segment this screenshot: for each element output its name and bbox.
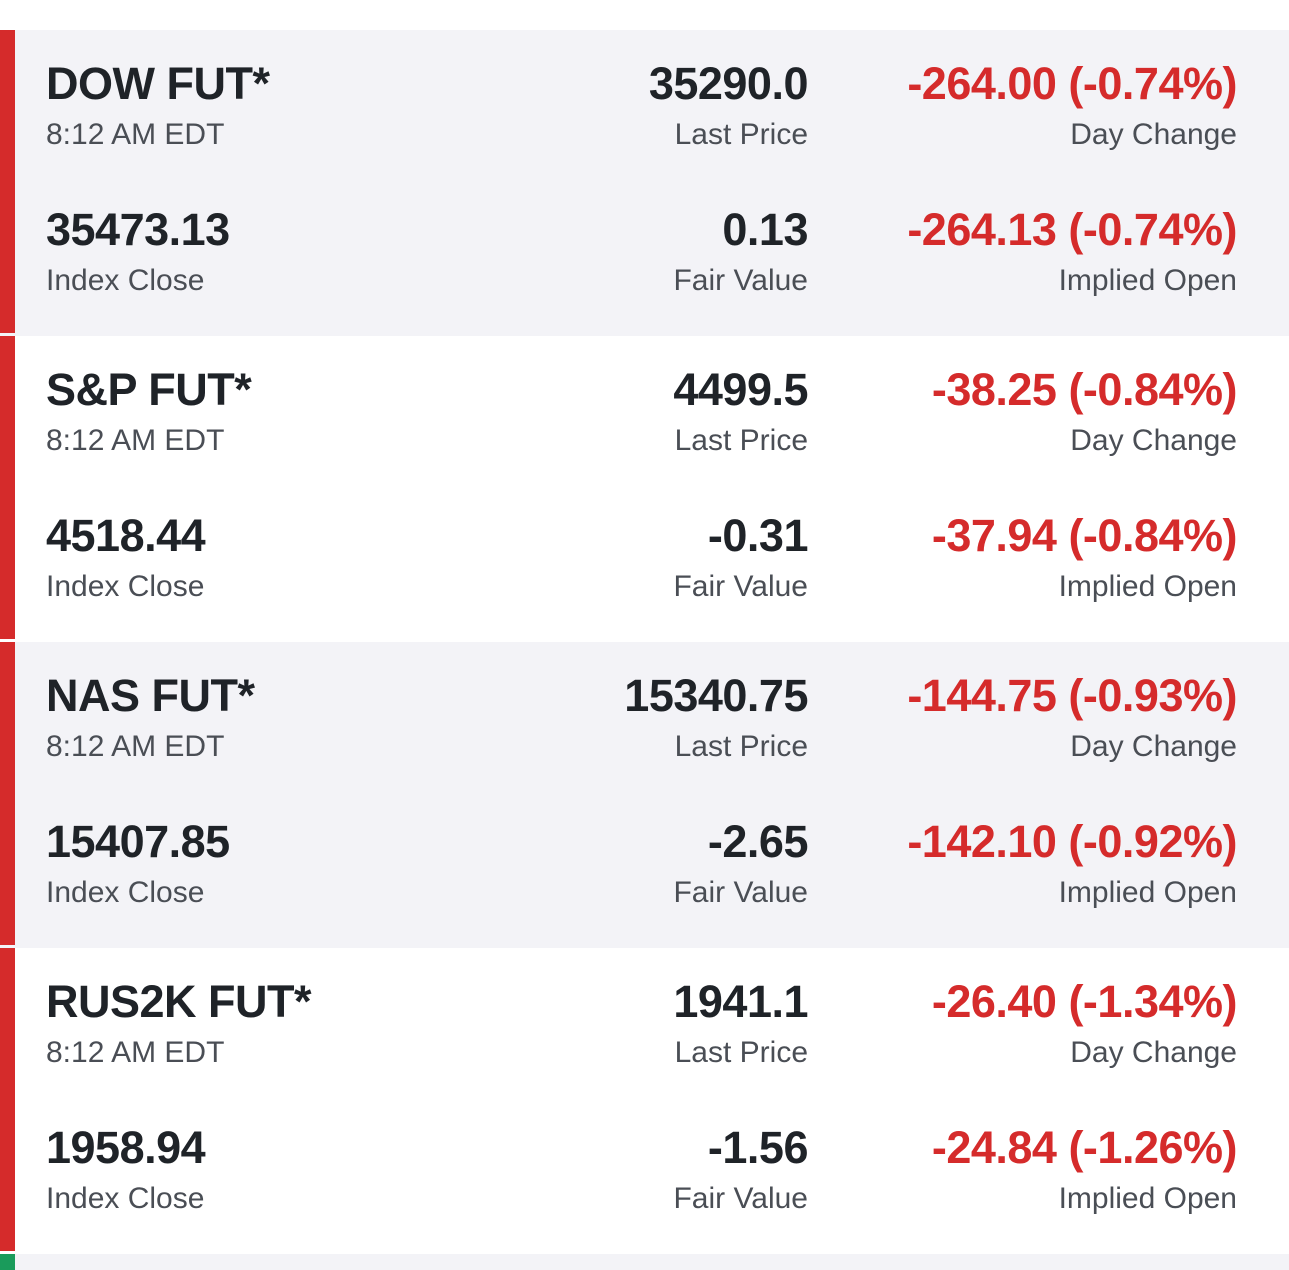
day-change-cell: -264.00 (-0.74%) Day Change: [907, 58, 1237, 152]
day-change-label: Day Change: [1070, 118, 1237, 151]
day-change-value: -38.25 (-0.84%): [931, 364, 1238, 415]
day-change-value: -144.75 (-0.93%): [907, 670, 1237, 721]
implied-open-label: Implied Open: [1058, 264, 1237, 297]
symbol-name: RUS2K FUT*: [46, 976, 312, 1027]
last-price-cell: 4499.5 Last Price: [673, 364, 808, 458]
implied-open-cell: -142.10 (-0.92%) Implied Open: [907, 816, 1237, 910]
change-indicator-bar: [0, 30, 15, 333]
fair-value-value: -2.65: [707, 816, 809, 867]
top-spacer: [0, 0, 1289, 30]
next-quote-card-peek[interactable]: [0, 1254, 1289, 1270]
index-close-label: Index Close: [46, 570, 205, 603]
fair-value-cell: -2.65 Fair Value: [673, 816, 808, 910]
quote-row-secondary: 1958.94 Index Close -1.56 Fair Value -24…: [0, 1122, 1289, 1232]
symbol-cell: NAS FUT* 8:12 AM EDT: [46, 670, 255, 764]
index-close-label: Index Close: [46, 1182, 205, 1215]
last-price-label: Last Price: [674, 118, 808, 151]
last-price-cell: 35290.0 Last Price: [648, 58, 809, 152]
last-price-label: Last Price: [674, 424, 808, 457]
day-change-cell: -144.75 (-0.93%) Day Change: [907, 670, 1237, 764]
fair-value-cell: -0.31 Fair Value: [673, 510, 808, 604]
quote-card-sp[interactable]: S&P FUT* 8:12 AM EDT 4499.5 Last Price -…: [0, 336, 1289, 642]
fair-value-label: Fair Value: [673, 264, 808, 297]
implied-open-label: Implied Open: [1058, 570, 1237, 603]
fair-value-label: Fair Value: [673, 1182, 808, 1215]
quote-card-dow[interactable]: DOW FUT* 8:12 AM EDT 35290.0 Last Price …: [0, 30, 1289, 336]
last-price-label: Last Price: [674, 1036, 808, 1069]
quote-time: 8:12 AM EDT: [46, 424, 225, 457]
quote-row-primary: S&P FUT* 8:12 AM EDT 4499.5 Last Price -…: [0, 364, 1289, 474]
last-price-cell: 15340.75 Last Price: [624, 670, 808, 764]
index-close-label: Index Close: [46, 264, 205, 297]
change-indicator-bar: [0, 642, 15, 945]
day-change-cell: -38.25 (-0.84%) Day Change: [931, 364, 1238, 458]
fair-value-cell: 0.13 Fair Value: [673, 204, 808, 298]
symbol-cell: DOW FUT* 8:12 AM EDT: [46, 58, 270, 152]
index-close-value: 35473.13: [46, 204, 230, 255]
quote-row-secondary: 4518.44 Index Close -0.31 Fair Value -37…: [0, 510, 1289, 620]
day-change-label: Day Change: [1070, 1036, 1237, 1069]
index-close-value: 4518.44: [46, 510, 206, 561]
fair-value-label: Fair Value: [673, 876, 808, 909]
index-close-value: 1958.94: [46, 1122, 206, 1173]
day-change-label: Day Change: [1070, 730, 1237, 763]
implied-open-label: Implied Open: [1058, 1182, 1237, 1215]
implied-open-value: -24.84 (-1.26%): [931, 1122, 1238, 1173]
implied-open-cell: -37.94 (-0.84%) Implied Open: [931, 510, 1238, 604]
quote-row-primary: DOW FUT* 8:12 AM EDT 35290.0 Last Price …: [0, 58, 1289, 168]
index-close-cell: 1958.94 Index Close: [46, 1122, 206, 1216]
index-close-label: Index Close: [46, 876, 205, 909]
quote-row-secondary: 35473.13 Index Close 0.13 Fair Value -26…: [0, 204, 1289, 314]
quote-time: 8:12 AM EDT: [46, 1036, 225, 1069]
quote-card-nas[interactable]: NAS FUT* 8:12 AM EDT 15340.75 Last Price…: [0, 642, 1289, 948]
last-price-value: 15340.75: [624, 670, 808, 721]
symbol-name: NAS FUT*: [46, 670, 255, 721]
symbol-cell: RUS2K FUT* 8:12 AM EDT: [46, 976, 312, 1070]
fair-value-label: Fair Value: [673, 570, 808, 603]
implied-open-value: -142.10 (-0.92%): [907, 816, 1237, 867]
day-change-cell: -26.40 (-1.34%) Day Change: [931, 976, 1238, 1070]
quote-card-rus2k[interactable]: RUS2K FUT* 8:12 AM EDT 1941.1 Last Price…: [0, 948, 1289, 1254]
quote-row-primary: NAS FUT* 8:12 AM EDT 15340.75 Last Price…: [0, 670, 1289, 780]
last-price-label: Last Price: [674, 730, 808, 763]
change-indicator-bar: [0, 948, 15, 1251]
quote-row-primary: RUS2K FUT* 8:12 AM EDT 1941.1 Last Price…: [0, 976, 1289, 1086]
implied-open-label: Implied Open: [1058, 876, 1237, 909]
day-change-value: -264.00 (-0.74%): [907, 58, 1237, 109]
quote-time: 8:12 AM EDT: [46, 730, 225, 763]
change-indicator-bar: [0, 336, 15, 639]
index-close-cell: 4518.44 Index Close: [46, 510, 206, 604]
last-price-value: 1941.1: [673, 976, 808, 1027]
symbol-name: DOW FUT*: [46, 58, 270, 109]
implied-open-value: -264.13 (-0.74%): [907, 204, 1237, 255]
implied-open-cell: -24.84 (-1.26%) Implied Open: [931, 1122, 1238, 1216]
day-change-label: Day Change: [1070, 424, 1237, 457]
day-change-value: -26.40 (-1.34%): [931, 976, 1238, 1027]
quote-row-secondary: 15407.85 Index Close -2.65 Fair Value -1…: [0, 816, 1289, 926]
implied-open-cell: -264.13 (-0.74%) Implied Open: [907, 204, 1237, 298]
quote-time: 8:12 AM EDT: [46, 118, 225, 151]
fair-value-value: -0.31: [707, 510, 809, 561]
last-price-cell: 1941.1 Last Price: [673, 976, 808, 1070]
symbol-cell: S&P FUT* 8:12 AM EDT: [46, 364, 252, 458]
index-close-value: 15407.85: [46, 816, 230, 867]
implied-open-value: -37.94 (-0.84%): [931, 510, 1238, 561]
index-close-cell: 35473.13 Index Close: [46, 204, 230, 298]
symbol-name: S&P FUT*: [46, 364, 252, 415]
last-price-value: 35290.0: [648, 58, 809, 109]
fair-value-value: -1.56: [707, 1122, 809, 1173]
change-indicator-bar: [0, 1254, 15, 1270]
fair-value-value: 0.13: [722, 204, 808, 255]
fair-value-cell: -1.56 Fair Value: [673, 1122, 808, 1216]
last-price-value: 4499.5: [673, 364, 808, 415]
index-close-cell: 15407.85 Index Close: [46, 816, 230, 910]
